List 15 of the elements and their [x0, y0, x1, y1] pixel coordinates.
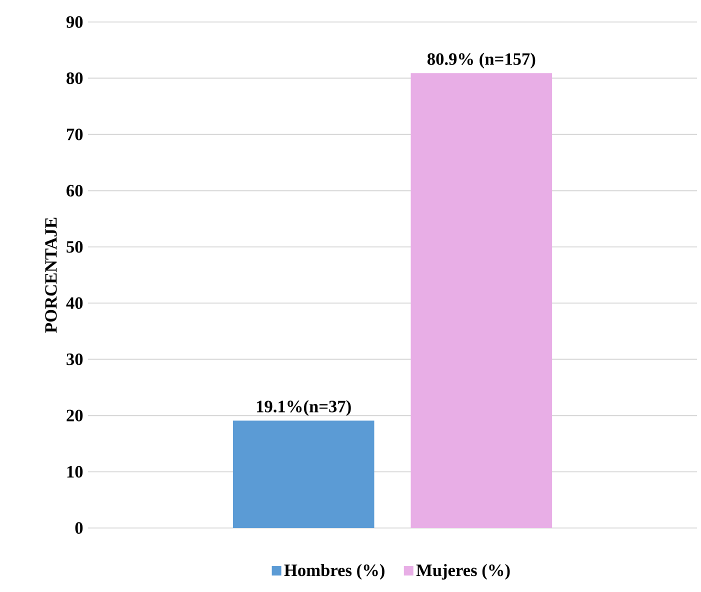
- y-tick-label: 60: [66, 184, 83, 197]
- y-tick-label: 90: [66, 16, 83, 28]
- data-label: 80.9% (n=157): [427, 52, 536, 68]
- y-tick-label: 20: [66, 410, 83, 422]
- y-tick-label: 0: [75, 522, 83, 534]
- legend-label: Mujeres (%): [416, 564, 510, 580]
- y-axis-title: PORCENTAJE: [45, 218, 57, 333]
- data-label: 19.1%(n=37): [256, 400, 351, 416]
- y-tick-label: 50: [66, 241, 83, 253]
- y-tick-label: 40: [66, 297, 83, 309]
- y-tick-label: 10: [67, 466, 83, 478]
- legend-label: Hombres (%): [284, 564, 384, 580]
- y-tick-label: 80: [66, 72, 83, 84]
- y-tick-label: 70: [66, 128, 83, 140]
- y-tick-label: 30: [66, 353, 83, 366]
